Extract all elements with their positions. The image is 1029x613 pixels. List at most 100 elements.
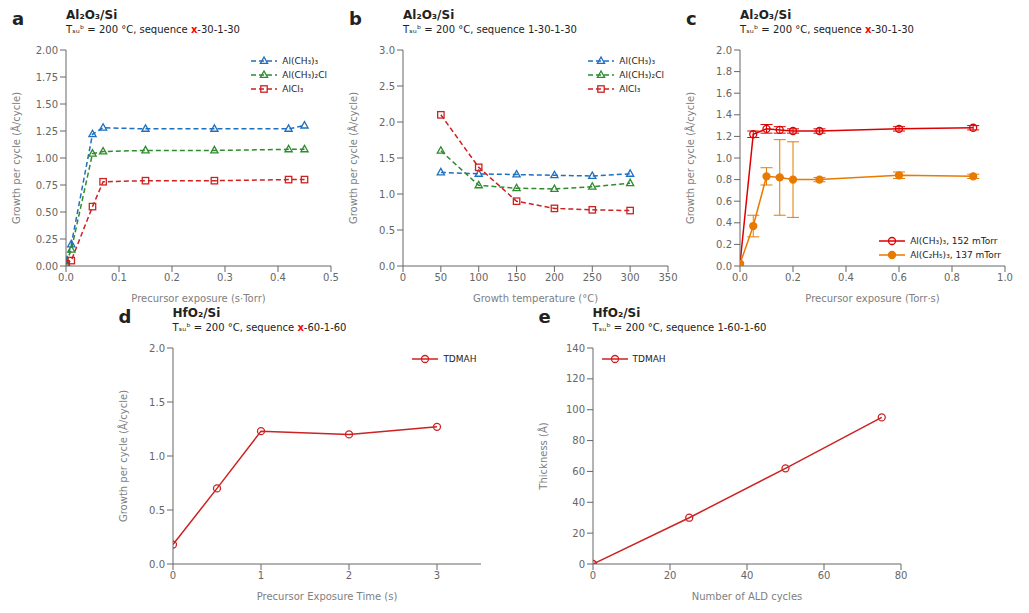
svg-text:0.75: 0.75 bbox=[36, 180, 58, 191]
svg-text:350: 350 bbox=[658, 272, 677, 283]
svg-text:80: 80 bbox=[894, 570, 907, 581]
svg-text:0.50: 0.50 bbox=[36, 207, 58, 218]
svg-text:0.5: 0.5 bbox=[323, 272, 339, 283]
svg-text:0.00: 0.00 bbox=[36, 261, 58, 272]
svg-text:0.6: 0.6 bbox=[716, 196, 732, 207]
svg-text:0.8: 0.8 bbox=[716, 174, 732, 185]
svg-text:1.0: 1.0 bbox=[379, 189, 395, 200]
svg-text:140: 140 bbox=[565, 343, 584, 354]
svg-text:1.5: 1.5 bbox=[379, 153, 395, 164]
svg-text:2.5: 2.5 bbox=[379, 81, 395, 92]
svg-text:120: 120 bbox=[565, 373, 584, 384]
svg-text:60: 60 bbox=[572, 466, 585, 477]
html-text:Tₛᵤᵇ = 200 °C, sequence 1-60-1: Tₛᵤᵇ = 200 °C, sequence 1-60-1-60 bbox=[592, 322, 767, 333]
svg-text:0: 0 bbox=[578, 559, 584, 570]
svg-text:0.0: 0.0 bbox=[716, 261, 732, 272]
svg-text:2.00: 2.00 bbox=[36, 45, 58, 56]
svg-text:0.0: 0.0 bbox=[58, 272, 74, 283]
html-text:Al₂O₃/Si: Al₂O₃/Si bbox=[403, 8, 455, 22]
html-text:Al(CH₃)₂Cl: Al(CH₃)₂Cl bbox=[619, 70, 664, 80]
svg-text:3: 3 bbox=[433, 570, 439, 581]
svg-text:50: 50 bbox=[434, 272, 447, 283]
svg-text:Thickness (Å): Thickness (Å) bbox=[536, 422, 548, 490]
svg-text:1.25: 1.25 bbox=[36, 126, 58, 137]
svg-text:0.25: 0.25 bbox=[36, 234, 58, 245]
html-text:e: e bbox=[538, 306, 551, 327]
svg-text:0: 0 bbox=[589, 570, 595, 581]
html-text:b: b bbox=[349, 8, 362, 29]
html-text:c: c bbox=[686, 8, 697, 29]
svg-text:Precursor Exposure Time (s): Precursor Exposure Time (s) bbox=[256, 591, 397, 602]
html-text:Tₛᵤᵇ = 200 °C, sequence x -30-: Tₛᵤᵇ = 200 °C, sequence x -30-1-30 bbox=[740, 24, 914, 35]
svg-text:60: 60 bbox=[817, 570, 830, 581]
svg-text:20: 20 bbox=[663, 570, 676, 581]
svg-text:1.5: 1.5 bbox=[149, 397, 165, 408]
html-text:Al(CH₃)₂Cl: Al(CH₃)₂Cl bbox=[282, 70, 327, 80]
svg-text:1.0: 1.0 bbox=[149, 451, 165, 462]
svg-text:0.3: 0.3 bbox=[217, 272, 233, 283]
svg-text:1.0: 1.0 bbox=[716, 153, 732, 164]
svg-text:200: 200 bbox=[545, 272, 564, 283]
svg-text:Precursor exposure (Torr·s): Precursor exposure (Torr·s) bbox=[805, 293, 939, 304]
svg-text:0: 0 bbox=[400, 272, 406, 283]
svg-text:1.8: 1.8 bbox=[716, 66, 732, 77]
html-text:Tₛᵤᵇ = 200 °C, sequence x -30-: Tₛᵤᵇ = 200 °C, sequence x -30-1-30 bbox=[66, 24, 240, 35]
svg-text:80: 80 bbox=[572, 435, 585, 446]
svg-text:3.0: 3.0 bbox=[379, 45, 395, 56]
svg-text:2.0: 2.0 bbox=[716, 45, 732, 56]
svg-text:1.50: 1.50 bbox=[36, 99, 58, 110]
html-text:Al(CH₃)₃: Al(CH₃)₃ bbox=[619, 56, 656, 66]
svg-text:0.0: 0.0 bbox=[149, 559, 165, 570]
svg-text:0.2: 0.2 bbox=[164, 272, 180, 283]
svg-text:0.0: 0.0 bbox=[379, 261, 395, 272]
svg-text:1.6: 1.6 bbox=[716, 88, 732, 99]
svg-text:0.1: 0.1 bbox=[111, 272, 127, 283]
html-text:HfO₂/Si: HfO₂/Si bbox=[172, 306, 221, 320]
svg-text:2: 2 bbox=[345, 570, 351, 581]
svg-text:0: 0 bbox=[169, 570, 175, 581]
svg-text:Growth per cycle (Å/cycle): Growth per cycle (Å/cycle) bbox=[116, 390, 128, 522]
svg-text:0.4: 0.4 bbox=[270, 272, 286, 283]
svg-text:0.6: 0.6 bbox=[891, 272, 907, 283]
svg-text:150: 150 bbox=[507, 272, 526, 283]
html-text:Tₛᵤᵇ = 200 °C, sequence x -60-: Tₛᵤᵇ = 200 °C, sequence x -60-1-60 bbox=[172, 322, 347, 333]
svg-text:40: 40 bbox=[572, 497, 585, 508]
svg-text:0.4: 0.4 bbox=[716, 217, 732, 228]
svg-text:1.00: 1.00 bbox=[36, 153, 58, 164]
svg-text:0.2: 0.2 bbox=[785, 272, 801, 283]
html-text:d: d bbox=[118, 306, 132, 327]
html-text:HfO₂/Si: HfO₂/Si bbox=[592, 306, 641, 320]
svg-text:1.75: 1.75 bbox=[36, 72, 58, 83]
html-text:AlCl₃: AlCl₃ bbox=[282, 84, 304, 94]
svg-text:100: 100 bbox=[469, 272, 488, 283]
svg-text:20: 20 bbox=[572, 528, 585, 539]
html-text:AlCl₃: AlCl₃ bbox=[619, 84, 641, 94]
svg-text:0.8: 0.8 bbox=[944, 272, 960, 283]
svg-text:Growth per cycle (Å/cycle): Growth per cycle (Å/cycle) bbox=[10, 92, 22, 224]
svg-text:1.2: 1.2 bbox=[716, 131, 732, 142]
svg-text:Growth per cycle (Å/cycle): Growth per cycle (Å/cycle) bbox=[347, 92, 359, 224]
svg-text:0.5: 0.5 bbox=[379, 225, 395, 236]
svg-text:Growth temperature (°C): Growth temperature (°C) bbox=[473, 293, 598, 304]
svg-text:Precursor exposure (s·Torr): Precursor exposure (s·Torr) bbox=[131, 293, 265, 304]
svg-text:0.2: 0.2 bbox=[716, 239, 732, 250]
svg-text:2.0: 2.0 bbox=[149, 343, 165, 354]
svg-text:2.0: 2.0 bbox=[379, 117, 395, 128]
svg-text:100: 100 bbox=[565, 404, 584, 415]
svg-text:Growth per cycle (Å/cycle): Growth per cycle (Å/cycle) bbox=[684, 92, 696, 224]
html-text:Al(CH₃)₃: Al(CH₃)₃ bbox=[282, 56, 319, 66]
svg-text:40: 40 bbox=[740, 570, 753, 581]
svg-text:0.0: 0.0 bbox=[732, 272, 748, 283]
svg-text:1.0: 1.0 bbox=[997, 272, 1013, 283]
svg-text:0.4: 0.4 bbox=[838, 272, 854, 283]
html-text:Tₛᵤᵇ = 200 °C, sequence 1-30-1: Tₛᵤᵇ = 200 °C, sequence 1-30-1-30 bbox=[403, 24, 577, 35]
svg-text:300: 300 bbox=[621, 272, 640, 283]
svg-text:250: 250 bbox=[583, 272, 602, 283]
svg-text:Number of ALD cycles: Number of ALD cycles bbox=[691, 591, 802, 602]
svg-text:1.4: 1.4 bbox=[716, 109, 732, 120]
svg-text:0.5: 0.5 bbox=[149, 505, 165, 516]
html-text:Al₂O₃/Si: Al₂O₃/Si bbox=[66, 8, 118, 22]
html-text:a: a bbox=[12, 8, 25, 29]
svg-text:1: 1 bbox=[257, 570, 263, 581]
html-text:Al₂O₃/Si: Al₂O₃/Si bbox=[740, 8, 792, 22]
